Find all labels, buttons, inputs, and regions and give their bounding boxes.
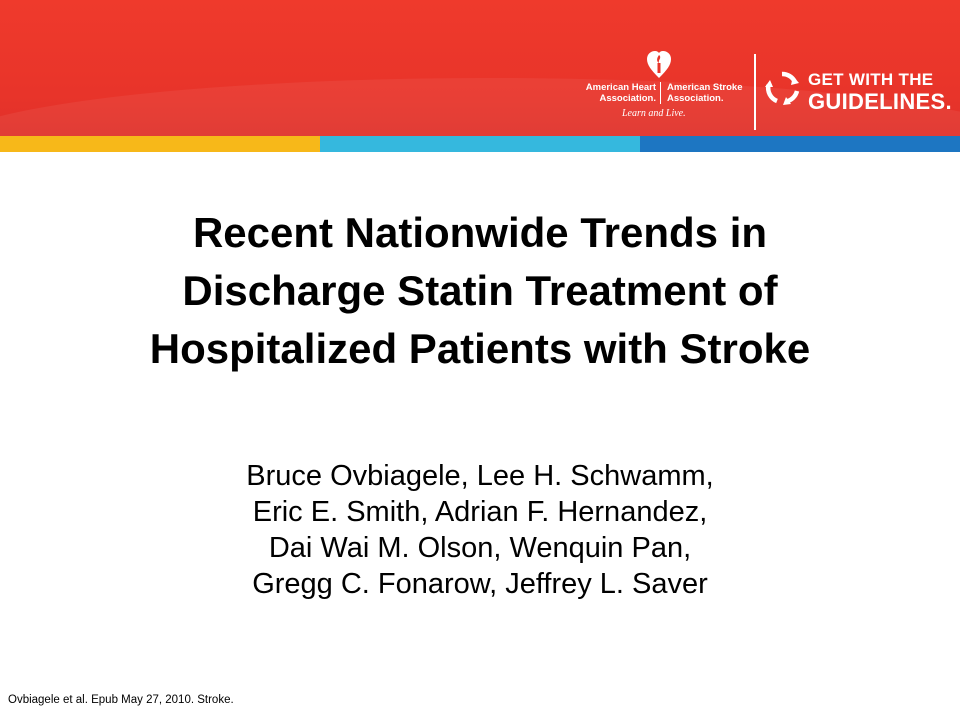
aha-name-line1: American Heart [585,82,656,93]
gwtg-line2: GUIDELINES. [808,89,952,114]
aha-divider [660,82,661,104]
title-line: Discharge Statin Treatment of [182,267,778,314]
author-line: Eric E. Smith, Adrian F. Hernandez, [252,496,708,528]
title-line: Hospitalized Patients with Stroke [149,325,811,372]
author-list: Bruce Ovbiagele, Lee H. Schwamm, Eric E.… [30,458,930,602]
slide-title: Recent Nationwide Trends in Discharge St… [30,204,930,378]
stripe-cyan [320,136,640,152]
header-banner: American Heart Association. American Str… [0,0,960,136]
aha-name-line2: Association. [599,93,657,104]
circular-arrows-icon [765,71,800,105]
color-stripes [0,136,960,152]
author-line: Gregg C. Fonarow, Jeffrey L. Saver [252,568,708,600]
author-line: Dai Wai M. Olson, Wenquin Pan, [268,532,692,564]
aha-asa-logo: American Heart Association. American Str… [574,48,743,124]
asa-name-line1: American Stroke [667,82,743,93]
gwtg-logo: GET WITH THE GUIDELINES. [764,70,954,114]
stripe-blue [640,136,960,152]
citation: Ovbiagele et al. Epub May 27, 2010. Stro… [8,694,234,706]
aha-name: American Heart Association. [576,82,656,104]
author-line: Bruce Ovbiagele, Lee H. Schwamm, [246,460,714,492]
stripe-yellow [0,136,320,152]
tagline: Learn and Live. [622,108,686,119]
title-line: Recent Nationwide Trends in [192,209,768,256]
logo-separator [754,54,756,130]
asa-name: American Stroke Association. [667,82,747,104]
torch-heart-icon [647,51,671,78]
gwtg-line1: GET WITH THE [808,70,934,89]
asa-name-line2: Association. [667,93,724,104]
